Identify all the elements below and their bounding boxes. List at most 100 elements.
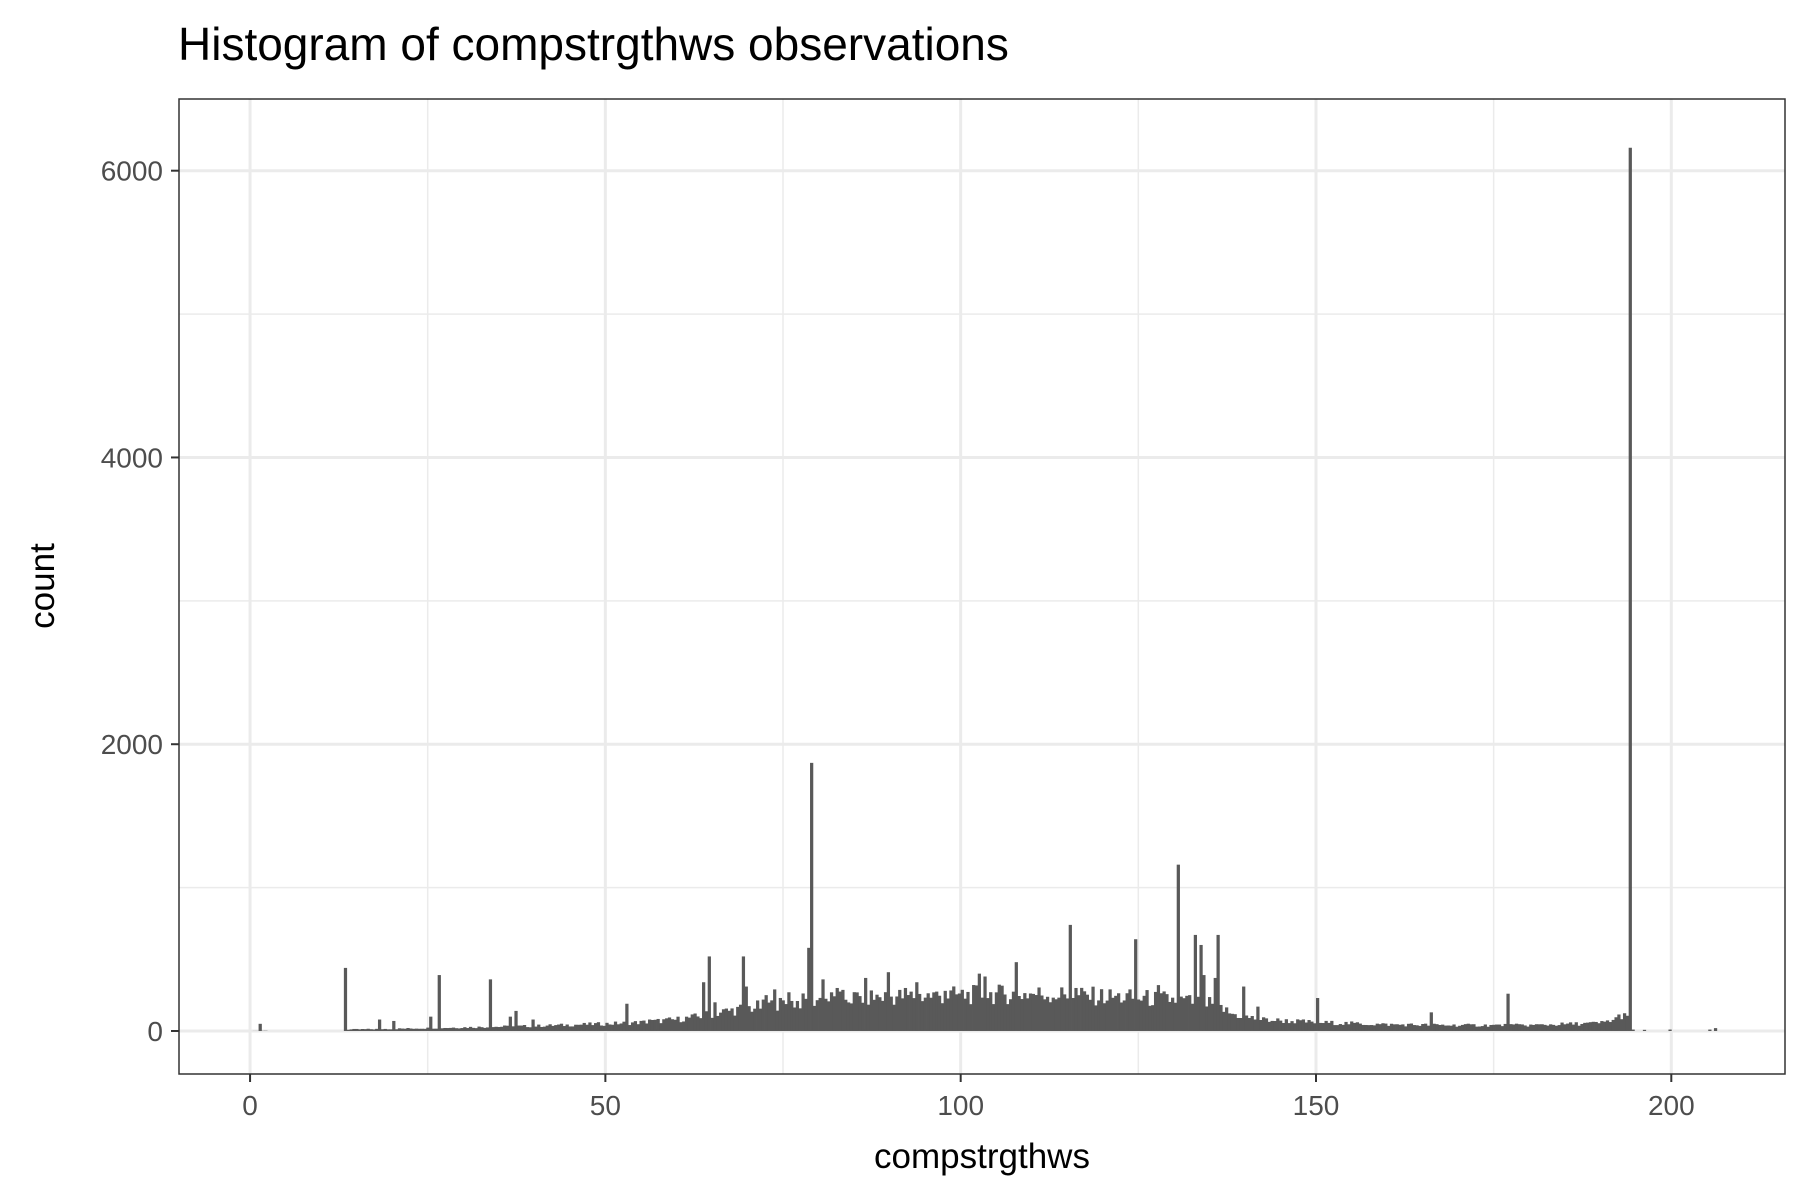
histogram-bar <box>363 1029 368 1031</box>
histogram-bar <box>1125 993 1129 1031</box>
histogram-bar <box>571 1026 575 1031</box>
histogram-bar <box>1378 1024 1382 1031</box>
histogram-bar <box>1387 1025 1391 1031</box>
histogram-bar <box>531 1019 535 1031</box>
histogram-bar <box>895 996 899 1031</box>
histogram-bar <box>1122 1000 1126 1031</box>
histogram-bar <box>707 956 711 1031</box>
histogram-bar <box>1037 987 1041 1031</box>
histogram-bar <box>1105 1000 1109 1031</box>
histogram-bar <box>900 998 905 1031</box>
histogram-bar <box>977 973 981 1031</box>
histogram-bar <box>1048 1002 1053 1031</box>
histogram-bar <box>576 1024 581 1031</box>
histogram-bar <box>1540 1024 1544 1031</box>
histogram-bar <box>1347 1024 1351 1031</box>
histogram-bar <box>1557 1025 1561 1031</box>
histogram-bar <box>1162 991 1166 1031</box>
histogram-bar <box>1009 999 1013 1031</box>
histogram-bar <box>832 996 837 1031</box>
histogram-bar <box>1250 1016 1254 1031</box>
histogram-bar <box>1424 1023 1428 1031</box>
histogram-bar <box>1259 1019 1263 1031</box>
histogram-bar <box>693 1013 697 1031</box>
histogram-bar <box>1355 1022 1360 1031</box>
histogram-bar <box>991 1004 996 1031</box>
histogram-bar <box>673 1019 677 1031</box>
histogram-bar <box>829 992 834 1031</box>
histogram-bar <box>969 1004 973 1031</box>
histogram-bar <box>1367 1025 1371 1031</box>
histogram-bar <box>358 1029 362 1031</box>
histogram-bar <box>1500 1026 1504 1031</box>
histogram-bar <box>724 1008 728 1031</box>
histogram-bar <box>1472 1024 1476 1031</box>
histogram-bar <box>1421 1024 1425 1031</box>
histogram-bar <box>943 990 947 1031</box>
histogram-bar <box>1199 944 1203 1031</box>
histogram-bar <box>1279 1020 1283 1031</box>
histogram-bar <box>699 1018 703 1031</box>
histogram-bar <box>1426 1025 1431 1031</box>
histogram-bar <box>1546 1025 1550 1031</box>
histogram-bar <box>827 1001 831 1031</box>
histogram-bar <box>454 1028 458 1031</box>
histogram-bar <box>1267 1021 1271 1031</box>
histogram-bar <box>1352 1022 1357 1031</box>
histogram-bar <box>1233 1014 1237 1031</box>
histogram-bar <box>997 984 1001 1031</box>
histogram-bar <box>767 1002 771 1031</box>
histogram-bar <box>1284 1019 1288 1031</box>
histogram-bar <box>1486 1026 1490 1031</box>
histogram-bar <box>1512 1024 1516 1031</box>
histogram-bar <box>753 1008 757 1031</box>
histogram-bar <box>528 1027 532 1031</box>
histogram-bar <box>534 1026 538 1031</box>
y-axis-title: count <box>23 543 62 629</box>
histogram-bar <box>1625 1015 1630 1031</box>
histogram-bar <box>1369 1025 1374 1031</box>
histogram-bar <box>1517 1024 1522 1031</box>
histogram-bar <box>764 995 768 1031</box>
histogram-bar <box>676 1016 680 1031</box>
histogram-bar <box>1216 934 1220 1031</box>
histogram-bar <box>420 1028 424 1031</box>
y-tick-label: 4000 <box>101 442 163 473</box>
histogram-bar <box>1108 989 1112 1031</box>
histogram-bar <box>937 995 942 1031</box>
histogram-bar <box>1463 1024 1468 1031</box>
histogram-bar <box>639 1020 643 1031</box>
histogram-bar <box>1313 1023 1317 1031</box>
histogram-bar <box>773 989 777 1031</box>
histogram-bar <box>1543 1024 1547 1031</box>
histogram-bar <box>1136 999 1141 1031</box>
histogram-bar <box>756 1000 760 1031</box>
histogram-bar <box>1017 995 1021 1031</box>
histogram-bar <box>522 1025 527 1031</box>
histogram-bar <box>1190 1003 1195 1031</box>
histogram-bar <box>1432 1023 1436 1031</box>
histogram-bar <box>437 975 441 1031</box>
histogram-bar <box>1324 1020 1328 1031</box>
histogram-bar <box>443 1027 447 1031</box>
histogram-bar <box>670 1019 674 1031</box>
histogram-bars <box>250 147 1718 1031</box>
histogram-bar <box>1441 1024 1445 1031</box>
histogram-bar <box>710 1017 714 1031</box>
histogram-bar <box>1148 1005 1152 1031</box>
histogram-bar <box>1395 1024 1399 1031</box>
histogram-bar <box>1301 1019 1306 1031</box>
histogram-bar <box>849 1003 854 1031</box>
histogram-bar <box>477 1026 481 1031</box>
histogram-bar <box>1296 1019 1300 1031</box>
histogram-bar <box>986 998 990 1031</box>
histogram-bar <box>1276 1018 1280 1031</box>
histogram-bar <box>1333 1025 1337 1031</box>
histogram-bar <box>372 1029 376 1031</box>
histogram-bar <box>1588 1022 1593 1031</box>
histogram-bar <box>1506 993 1510 1031</box>
histogram-bar <box>1549 1024 1553 1031</box>
histogram-bar <box>1409 1023 1414 1031</box>
histogram-bar <box>520 1025 524 1031</box>
